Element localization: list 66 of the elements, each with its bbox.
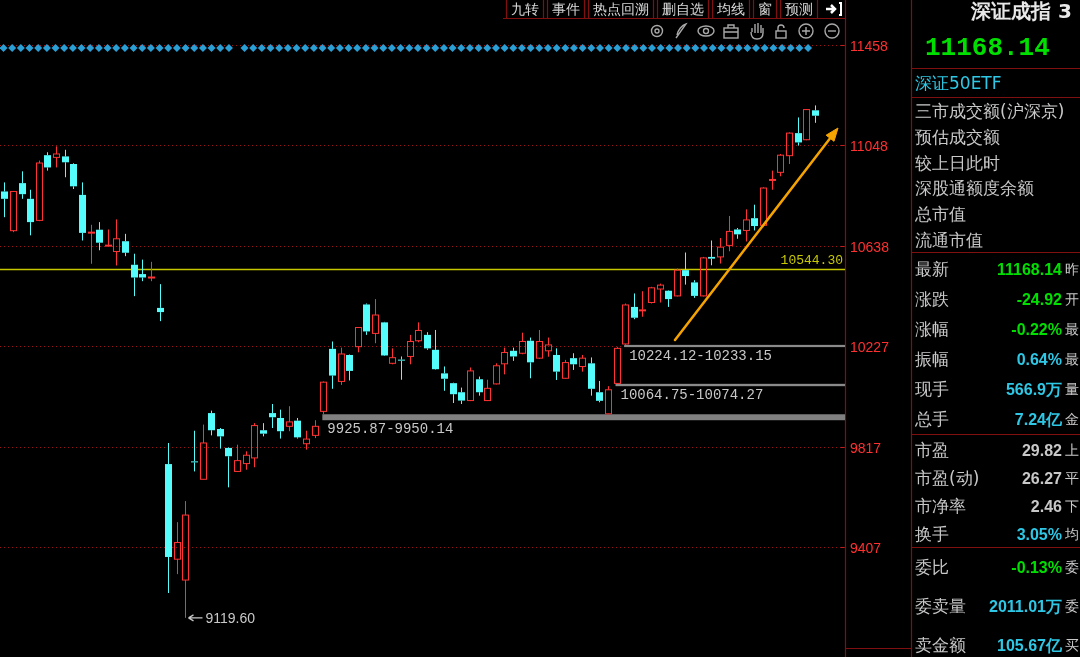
category-label: 委 <box>1065 559 1079 575</box>
annotation: 事件 <box>552 1 580 17</box>
band-label: 9925.87-9950.14 <box>327 421 454 438</box>
category-label: 买 <box>1065 637 1079 653</box>
text: 较上日此时 <box>915 152 1000 173</box>
category-label: 昨 <box>1065 261 1079 277</box>
annotation: 热点回溯 <box>593 1 649 17</box>
band-label: 10224.12-10233.15 <box>629 348 772 365</box>
text: 流通市值 <box>915 230 983 250</box>
category-label: 上 <box>1065 442 1079 458</box>
annotation: 预测 <box>785 1 813 17</box>
category-label: 下 <box>1065 498 1079 514</box>
band-label: 10064.75-10074.27 <box>620 387 764 404</box>
text: 深证50ETF <box>915 73 1002 93</box>
annotation: 9119.60 <box>205 609 256 626</box>
category-label: 均 <box>1065 526 1079 542</box>
text: 3.05% <box>1016 525 1062 543</box>
text: 29.82 <box>1021 441 1062 459</box>
category-label: 振幅 <box>915 349 949 369</box>
category-label: 市盈(动) <box>915 468 980 488</box>
text: 566.9万 <box>1005 380 1062 398</box>
text: 总市值 <box>914 204 966 225</box>
annotation: 窗 <box>758 1 772 17</box>
y-tick-label: 10227 <box>850 338 890 355</box>
category-label: 最 <box>1065 321 1079 337</box>
annotation: 九转 <box>511 1 539 17</box>
category-label: 委 <box>1065 598 1079 614</box>
text: -0.13% <box>1011 558 1062 576</box>
text: 26.27 <box>1021 469 1062 487</box>
text: 11168.14 <box>997 260 1062 278</box>
category-label: 现手 <box>915 379 949 399</box>
text: 深股通额度余额 <box>915 178 1034 199</box>
ref-line-label: 10544.30 <box>780 253 843 268</box>
category-label: 总手 <box>914 409 949 429</box>
text: 11168.14 <box>925 33 1050 63</box>
category-label: 涨跌 <box>915 289 949 309</box>
annotation: 均线 <box>716 1 745 17</box>
annotation: 删自选 <box>662 1 704 17</box>
text: 7.24亿 <box>1014 410 1062 428</box>
text: 预估成交额 <box>915 126 1000 147</box>
category-label: 换手 <box>915 524 949 544</box>
category-label: 最新 <box>915 259 949 279</box>
category-label: 最 <box>1065 351 1079 367</box>
text: 0.64% <box>1016 350 1062 368</box>
category-label: 委比 <box>915 557 949 577</box>
category-label: 量 <box>1065 381 1079 397</box>
category-label: 开 <box>1065 291 1079 307</box>
y-tick-label: 11048 <box>850 137 889 154</box>
y-tick-label: 9407 <box>850 539 882 556</box>
text: 三市成交额(沪深京) <box>915 101 1065 121</box>
category-label: 涨幅 <box>915 319 949 339</box>
category-label: 卖金额 <box>915 635 966 655</box>
category-label: 金 <box>1065 411 1079 427</box>
text: 105.67亿 <box>997 636 1062 654</box>
y-tick-label: 11458 <box>850 37 889 54</box>
category-label: 市净率 <box>915 496 966 516</box>
text: 深证成指 3 <box>970 0 1072 23</box>
category-label: 平 <box>1065 470 1079 486</box>
text: 2.46 <box>1030 497 1062 515</box>
text: 2011.01万 <box>989 597 1062 615</box>
text: -24.92 <box>1016 290 1062 308</box>
text: -0.22% <box>1011 320 1062 338</box>
category-label: 市盈 <box>915 440 949 460</box>
y-tick-label: 9817 <box>850 439 882 456</box>
y-tick-label: 10638 <box>850 238 890 255</box>
category-label: 委卖量 <box>915 596 966 616</box>
